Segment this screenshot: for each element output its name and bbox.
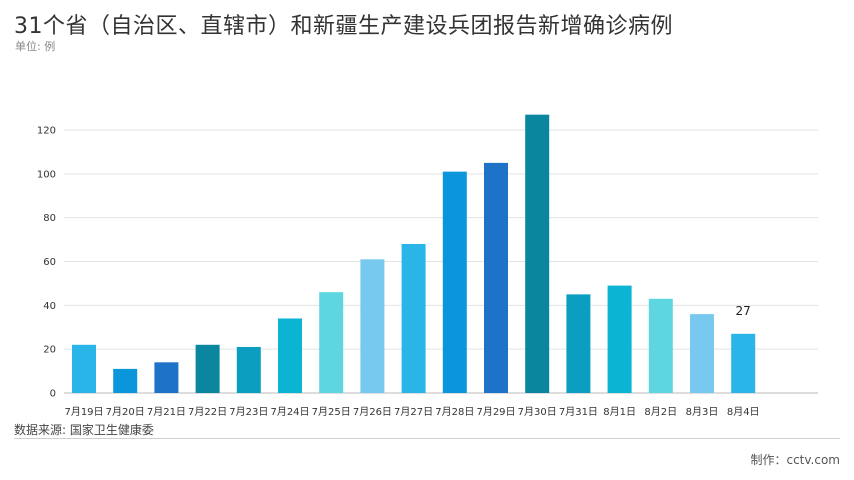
unit-label: 单位: 例 [15,40,56,53]
bar[interactable] [607,285,632,393]
y-tick-label: 60 [43,257,56,268]
bar[interactable] [236,346,261,393]
x-tick-label: 7月19日 [64,406,103,418]
bar[interactable] [731,333,756,393]
y-tick-label: 0 [50,389,56,400]
x-tick-label: 7月20日 [106,406,145,418]
x-tick-label: 8月1日 [603,406,636,418]
bar[interactable] [442,171,467,393]
x-tick-label: 7月26日 [353,406,392,418]
bar[interactable] [278,318,302,393]
bar[interactable] [401,243,426,393]
x-tick-label: 7月24日 [270,406,309,418]
y-tick-label: 120 [37,126,56,137]
x-tick-label: 8月2日 [644,406,677,418]
x-tick-label: 7月30日 [518,406,557,418]
bar[interactable] [195,344,220,393]
bar[interactable] [113,368,138,393]
x-axis-ticks: 7月19日 7月20日 7月21日 7月22日 7月23日 7月24日 7月25日 7月26日… [64,406,759,418]
x-tick-label: 7月31日 [559,406,598,418]
x-tick-label: 7月25日 [312,406,351,418]
bar[interactable] [154,362,179,393]
x-tick-label: 8月4日 [727,406,760,418]
credit-text[interactable]: 制作：cctv.com [750,453,840,467]
x-tick-label: 7月28日 [435,406,474,418]
bar[interactable] [72,344,96,393]
y-axis-ticks: 0 20 40 60 80 100 120 [37,126,56,400]
y-tick-label: 20 [43,345,56,356]
bar[interactable] [648,298,673,393]
data-source: 数据来源: 国家卫生健康委 [14,423,154,437]
x-tick-label: 8月3日 [686,406,719,418]
x-tick-label: 7月21日 [147,406,186,418]
x-tick-label: 7月23日 [229,406,268,418]
y-tick-label: 40 [43,301,56,312]
data-labels: 27 [736,304,751,318]
bar[interactable] [360,259,385,393]
bar[interactable] [319,292,344,393]
footer-divider [14,438,840,439]
x-tick-label: 7月29日 [476,406,515,418]
bar[interactable] [525,114,550,394]
bar[interactable] [566,294,591,393]
x-tick-label: 7月27日 [394,406,433,418]
y-tick-label: 100 [37,169,56,180]
bars [72,114,756,394]
x-tick-label: 7月22日 [188,406,227,418]
chart-title: 31个省（自治区、直辖市）和新疆生产建设兵团报告新增确诊病例 [14,14,673,39]
y-tick-label: 80 [43,213,56,224]
bar[interactable] [484,162,508,393]
data-label: 27 [736,304,751,318]
bar[interactable] [690,314,714,393]
bar-chart: 0 20 40 60 80 100 120 7月19日 7月20日 7月21日 7月22日 7月23… [37,114,818,418]
